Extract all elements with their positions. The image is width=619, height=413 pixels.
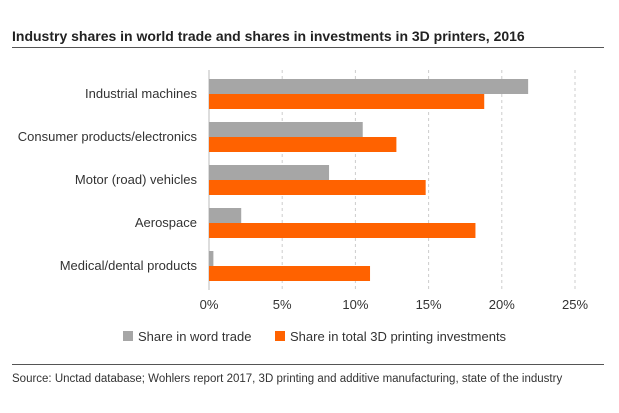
bars (209, 79, 529, 281)
category-label: Aerospace (135, 215, 197, 230)
legend: Share in word trade Share in total 3D pri… (123, 329, 507, 344)
bar-investment-4 (209, 266, 371, 281)
x-tick-label: 20% (489, 297, 515, 312)
legend-label-trade: Share in word trade (138, 329, 251, 344)
title-rule (12, 47, 604, 48)
category-label: Medical/dental products (60, 258, 198, 273)
category-labels: Industrial machines Consumer products/ele… (18, 86, 198, 273)
source-note: Source: Unctad database; Wohlers report … (12, 373, 563, 385)
bar-trade-0 (209, 79, 529, 94)
bar-trade-2 (209, 165, 330, 180)
legend-swatch-trade (123, 331, 133, 341)
bar-trade-3 (209, 208, 242, 223)
x-tick-label: 25% (562, 297, 588, 312)
category-label: Industrial machines (85, 86, 197, 101)
bar-trade-4 (209, 251, 214, 266)
legend-swatch-investment (275, 331, 285, 341)
category-label: Motor (road) vehicles (75, 172, 198, 187)
bar-investment-2 (209, 180, 426, 195)
legend-label-investment: Share in total 3D printing investments (290, 329, 507, 344)
x-tick-label: 5% (273, 297, 292, 312)
x-tick-label: 0% (200, 297, 219, 312)
x-tick-labels: 0% 5% 10% 15% 20% 25% (200, 297, 589, 312)
chart-title: Industry shares in world trade and share… (12, 28, 525, 44)
bar-investment-3 (209, 223, 476, 238)
x-tick-label: 15% (416, 297, 442, 312)
bar-trade-1 (209, 122, 363, 137)
x-tick-label: 10% (342, 297, 368, 312)
source-rule (12, 364, 604, 365)
bar-investment-0 (209, 94, 485, 109)
category-label: Consumer products/electronics (18, 129, 198, 144)
bar-investment-1 (209, 137, 397, 152)
